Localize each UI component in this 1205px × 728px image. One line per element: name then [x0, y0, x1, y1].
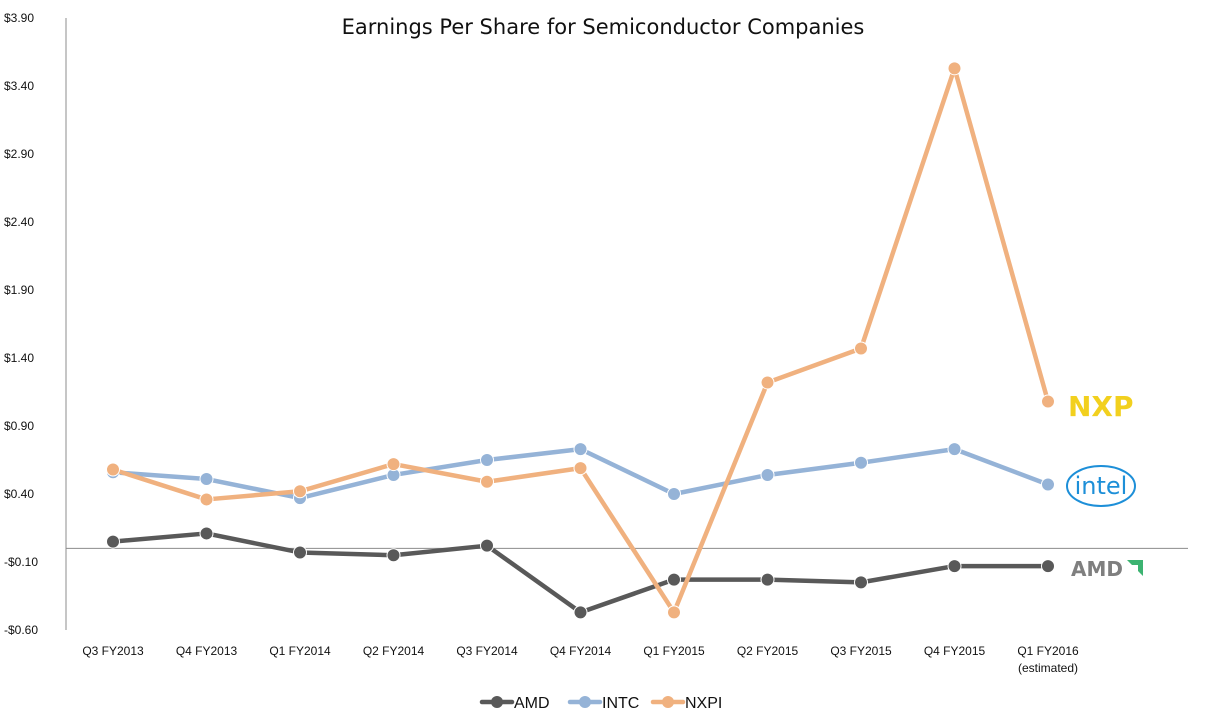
amd-arrow-icon: [1127, 560, 1143, 576]
series-line-nxpi: [110, 66, 1051, 615]
legend-label-nxpi: NXPI: [685, 695, 722, 712]
x-tick-label: Q3 FY2015: [830, 644, 892, 658]
nxp-logo: NXP: [1068, 390, 1134, 423]
data-point-amd: [573, 605, 588, 620]
nxp-logo-text: NXP: [1068, 390, 1134, 423]
y-tick-label: $1.40: [4, 351, 34, 365]
intel-logo-swirl: [1066, 465, 1136, 507]
intel-logo-text: intel: [1075, 472, 1128, 500]
data-point-amd: [1041, 559, 1055, 574]
y-tick-label: $2.90: [4, 147, 34, 161]
legend-marker-amd: [491, 696, 503, 708]
x-tick-label: Q4 FY2013: [176, 644, 238, 658]
data-point-nxpi: [760, 375, 775, 390]
data-point-intc: [947, 442, 962, 457]
data-point-nxpi: [386, 457, 401, 472]
y-tick-label: $3.90: [4, 11, 34, 25]
data-point-nxpi: [573, 461, 588, 476]
legend: AMD INTC NXPI: [479, 695, 722, 712]
data-point-amd: [293, 545, 307, 560]
intel-logo: intel: [1066, 465, 1136, 507]
chart-title: Earnings Per Share for Semiconductor Com…: [342, 15, 865, 39]
x-tick-label: Q2 FY2015: [737, 644, 799, 658]
data-point-nxpi: [199, 492, 214, 507]
data-point-amd: [199, 526, 214, 541]
data-point-amd: [760, 572, 775, 587]
x-tick-label: Q1 FY2014: [269, 644, 331, 658]
series-layer: [106, 61, 1055, 620]
data-point-amd: [106, 534, 120, 549]
y-tick-label: -$0.10: [4, 555, 38, 569]
y-tick-label: -$0.60: [4, 623, 38, 637]
y-tick-label: $0.90: [4, 419, 34, 433]
data-point-amd: [480, 538, 494, 553]
amd-logo-text: AMD: [1071, 557, 1123, 581]
legend-marker-intc: [579, 696, 591, 708]
data-point-intc: [667, 487, 681, 501]
data-point-intc: [199, 472, 214, 487]
data-point-nxpi: [480, 474, 494, 489]
y-tick-label: $2.40: [4, 215, 34, 229]
axes: $3.90 $3.40 $2.90 $2.40 $1.90 $1.40 $0.90 $0.40…: [4, 11, 1188, 675]
series-intc: [106, 442, 1055, 506]
data-point-intc: [760, 467, 775, 482]
x-tick-label: Q2 FY2014: [363, 644, 425, 658]
company-logos: NXP intel AMD: [1066, 390, 1143, 581]
data-point-nxpi: [947, 61, 962, 76]
data-point-nxpi: [106, 462, 120, 477]
data-point-nxpi: [667, 605, 681, 620]
data-point-intc: [854, 455, 868, 470]
data-point-amd: [386, 548, 401, 563]
y-tick-label: $1.90: [4, 283, 34, 297]
legend-label-amd: AMD: [514, 695, 550, 712]
legend-label-intc: INTC: [602, 695, 639, 712]
data-point-intc: [480, 453, 494, 467]
data-point-nxpi: [854, 341, 868, 356]
x-tick-sublabel: (estimated): [1018, 661, 1078, 675]
series-line-amd: [110, 531, 1051, 615]
x-tick-label: Q4 FY2015: [924, 644, 986, 658]
x-tick-label: Q4 FY2014: [550, 644, 612, 658]
data-point-nxpi: [293, 484, 307, 499]
series-nxpi: [106, 61, 1055, 620]
data-point-amd: [854, 575, 868, 590]
x-tick-label: Q3 FY2014: [456, 644, 518, 658]
data-point-nxpi: [1041, 394, 1055, 409]
x-tick-label: Q3 FY2013: [82, 644, 144, 658]
legend-marker-nxpi: [662, 696, 674, 708]
amd-logo: AMD: [1071, 557, 1143, 581]
y-tick-label: $3.40: [4, 79, 34, 93]
data-point-intc: [573, 442, 588, 457]
data-point-amd: [667, 572, 681, 587]
x-tick-label: Q1 FY2015: [643, 644, 705, 658]
y-tick-label: $0.40: [4, 487, 34, 501]
series-amd: [106, 526, 1055, 620]
x-tick-label: Q1 FY2016: [1017, 644, 1079, 658]
data-point-intc: [1041, 477, 1055, 492]
data-point-amd: [947, 559, 962, 574]
